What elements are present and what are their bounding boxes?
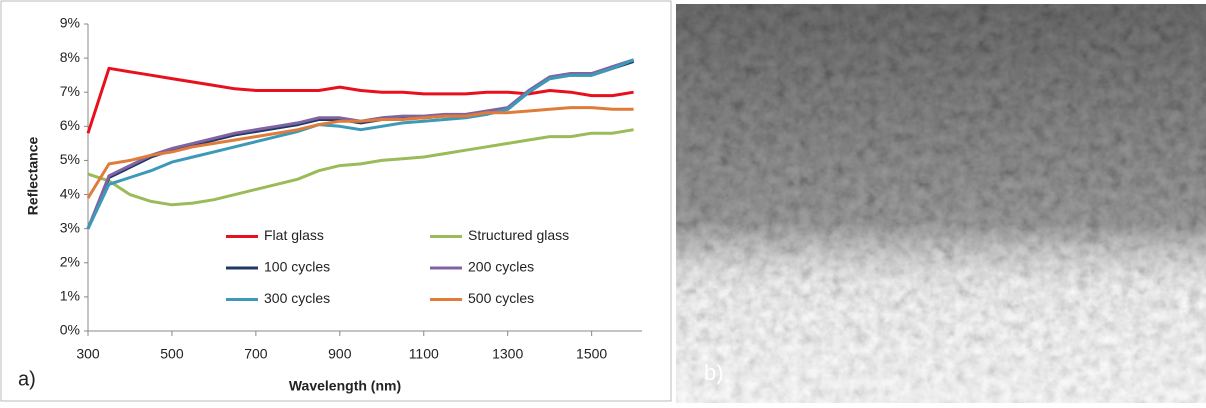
legend-label: Structured glass [468,227,569,243]
y-tick-label: 7% [60,83,80,99]
panel-label: b) [704,360,724,385]
y-tick-label: 4% [60,185,80,201]
x-tick-label: 900 [328,346,352,362]
x-tick-label: 500 [160,346,184,362]
legend-label: 200 cycles [468,259,534,275]
y-axis-title: Reflectance [25,136,41,215]
y-tick-label: 8% [60,49,80,65]
legend-label: 500 cycles [468,290,534,306]
series-line [86,58,635,230]
y-tick-label: 0% [60,322,80,338]
x-tick-label: 1500 [576,346,607,362]
y-tick-label: 2% [60,253,80,269]
y-tick-label: 3% [60,219,80,235]
x-tick-label: 300 [76,346,100,362]
y-tick-label: 1% [60,288,80,304]
series-line [87,128,634,207]
x-tick-label: 1300 [492,346,523,362]
legend-label: Flat glass [264,227,324,243]
x-tick-label: 1100 [409,346,439,362]
legend-label: 300 cycles [264,290,330,306]
y-tick-label: 9% [60,15,80,31]
legend-label: 100 cycles [264,259,330,275]
x-tick-label: 700 [244,346,268,362]
sem-image [676,4,1206,403]
y-tick-label: 5% [60,151,80,167]
series-line [86,106,634,199]
series-line [86,66,634,134]
panel-label: a) [18,368,36,390]
y-tick-label: 6% [60,117,80,133]
x-axis-title: Wavelength (nm) [289,378,401,394]
